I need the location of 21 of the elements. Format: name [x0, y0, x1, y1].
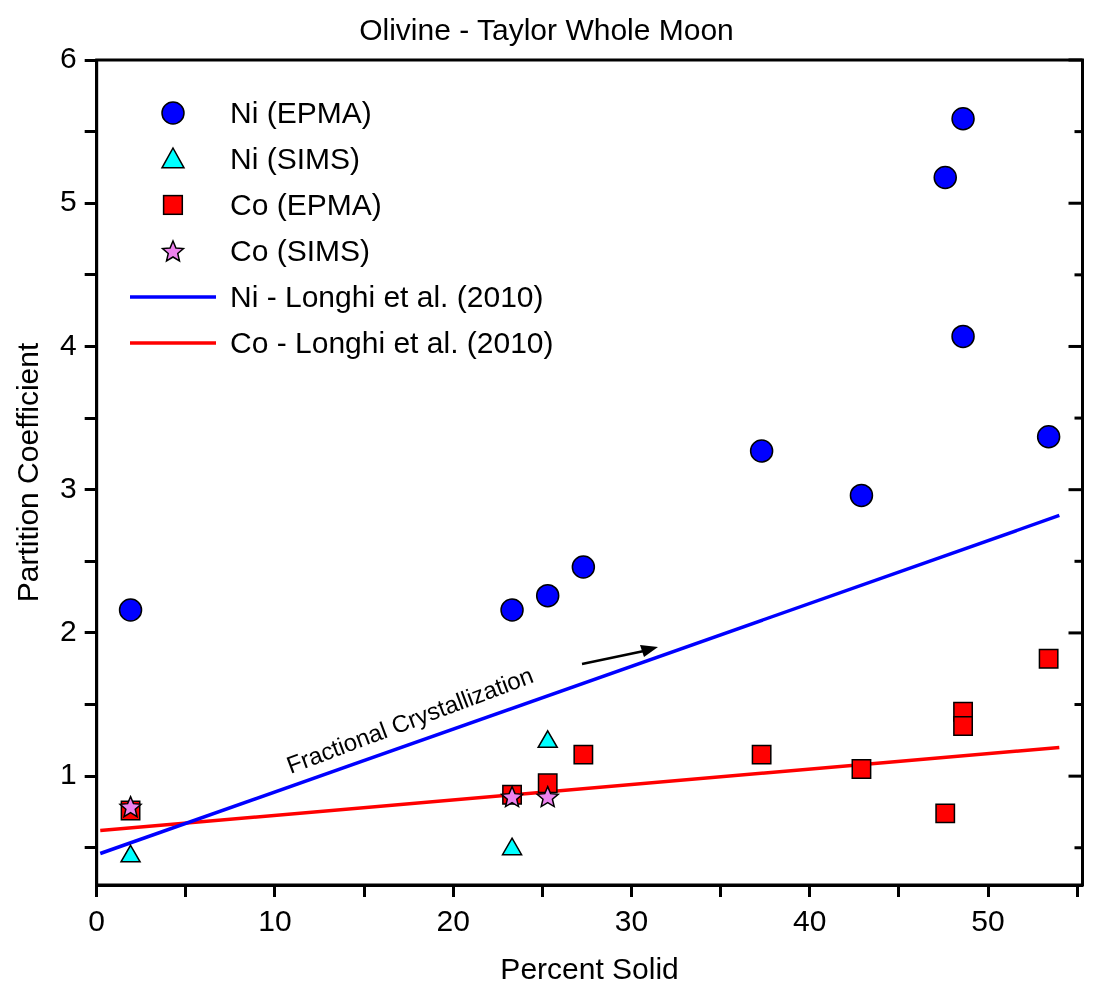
x-tick-label: 50 [971, 904, 1005, 938]
y-tick-label: 4 [60, 327, 77, 361]
y-tick-label: 3 [60, 470, 77, 504]
legend-label: Ni - Longhi et al. (2010) [230, 280, 544, 314]
legend-label: Ni (EPMA) [230, 96, 372, 130]
y-tick-label: 1 [60, 757, 77, 791]
legend-label: Co - Longhi et al. (2010) [230, 326, 554, 360]
x-tick-label: 10 [258, 904, 292, 938]
x-tick-label: 30 [614, 904, 649, 938]
y-axis-title: Partition Coefficient [11, 342, 45, 603]
legend-label: Co (EPMA) [230, 188, 382, 222]
x-tick-label: 40 [793, 904, 827, 938]
x-tick-label: 0 [88, 904, 106, 938]
legend-label: Ni (SIMS) [230, 142, 360, 176]
x-tick-label: 20 [436, 904, 470, 938]
y-tick-label: 5 [60, 184, 77, 218]
legend-label: Co (SIMS) [230, 234, 371, 268]
chart-title: Olivine - Taylor Whole Moon [359, 13, 734, 47]
x-axis-title: Percent Solid [500, 952, 679, 986]
y-tick-label: 6 [60, 41, 77, 75]
y-tick-label: 2 [60, 614, 77, 648]
